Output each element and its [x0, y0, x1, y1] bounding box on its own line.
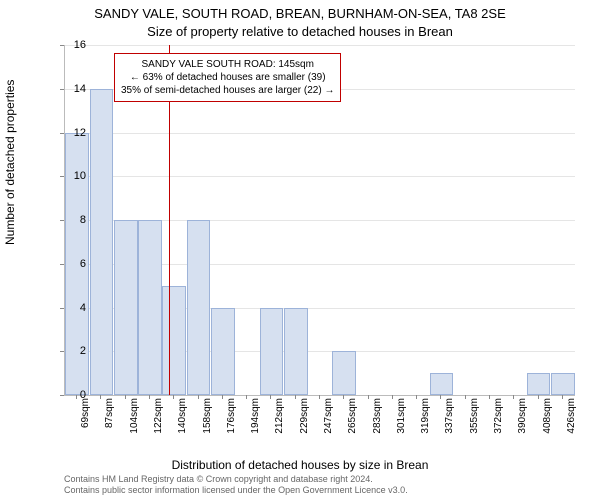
y-tick-mark: [60, 264, 64, 265]
x-tick-mark: [100, 395, 101, 399]
histogram-bar: [527, 373, 551, 395]
annotation-line2: ← 63% of detached houses are smaller (39…: [121, 71, 334, 84]
x-tick-label: 158sqm: [202, 398, 213, 434]
histogram-bar: [332, 351, 356, 395]
x-tick-label: 390sqm: [517, 398, 528, 434]
x-axis-label: Distribution of detached houses by size …: [0, 458, 600, 472]
x-tick-mark: [319, 395, 320, 399]
y-tick-label: 4: [46, 302, 86, 314]
x-tick-label: 337sqm: [444, 398, 455, 434]
x-tick-mark: [562, 395, 563, 399]
x-tick-label: 212sqm: [274, 398, 285, 434]
y-axis-label: Number of detached properties: [3, 80, 17, 245]
x-tick-label: 355sqm: [469, 398, 480, 434]
x-tick-label: 265sqm: [347, 398, 358, 434]
x-tick-mark: [343, 395, 344, 399]
x-tick-mark: [392, 395, 393, 399]
y-tick-mark: [60, 351, 64, 352]
y-tick-mark: [60, 176, 64, 177]
x-tick-mark: [76, 395, 77, 399]
chart-container: SANDY VALE, SOUTH ROAD, BREAN, BURNHAM-O…: [0, 0, 600, 500]
y-tick-label: 8: [46, 214, 86, 226]
histogram-bar: [211, 308, 235, 396]
histogram-bar: [114, 220, 138, 395]
x-tick-mark: [246, 395, 247, 399]
y-tick-label: 12: [46, 127, 86, 139]
footer-line2: Contains public sector information licen…: [64, 485, 408, 496]
histogram-bar: [430, 373, 454, 395]
x-tick-label: 372sqm: [493, 398, 504, 434]
x-tick-mark: [222, 395, 223, 399]
x-tick-mark: [465, 395, 466, 399]
grid-line: [65, 176, 575, 177]
x-tick-mark: [198, 395, 199, 399]
histogram-bar: [90, 89, 114, 395]
y-tick-mark: [60, 220, 64, 221]
y-tick-mark: [60, 395, 64, 396]
y-tick-mark: [60, 308, 64, 309]
x-tick-label: 69sqm: [80, 398, 91, 428]
histogram-bar: [162, 286, 186, 395]
x-tick-label: 229sqm: [299, 398, 310, 434]
footer-attribution: Contains HM Land Registry data © Crown c…: [64, 474, 408, 496]
x-tick-label: 247sqm: [323, 398, 334, 434]
y-tick-label: 16: [46, 39, 86, 51]
x-tick-mark: [270, 395, 271, 399]
x-tick-mark: [513, 395, 514, 399]
x-tick-mark: [125, 395, 126, 399]
histogram-bar: [551, 373, 575, 395]
x-tick-label: 140sqm: [177, 398, 188, 434]
x-tick-mark: [440, 395, 441, 399]
x-tick-label: 87sqm: [104, 398, 115, 428]
x-tick-mark: [368, 395, 369, 399]
annotation-line1: SANDY VALE SOUTH ROAD: 145sqm: [121, 58, 334, 71]
x-tick-mark: [416, 395, 417, 399]
y-tick-mark: [60, 133, 64, 134]
x-tick-label: 122sqm: [153, 398, 164, 434]
histogram-bar: [138, 220, 162, 395]
x-tick-label: 408sqm: [542, 398, 553, 434]
annotation-line3: 35% of semi-detached houses are larger (…: [121, 84, 334, 97]
y-tick-label: 2: [46, 345, 86, 357]
grid-line: [65, 45, 575, 46]
x-tick-label: 319sqm: [420, 398, 431, 434]
x-tick-mark: [489, 395, 490, 399]
x-tick-label: 426sqm: [566, 398, 577, 434]
x-tick-label: 301sqm: [396, 398, 407, 434]
x-tick-mark: [149, 395, 150, 399]
y-tick-label: 6: [46, 258, 86, 270]
y-tick-label: 10: [46, 170, 86, 182]
histogram-bar: [187, 220, 211, 395]
annotation-box: SANDY VALE SOUTH ROAD: 145sqm← 63% of de…: [114, 53, 341, 102]
y-tick-mark: [60, 45, 64, 46]
grid-line: [65, 133, 575, 134]
y-tick-label: 14: [46, 83, 86, 95]
x-tick-label: 283sqm: [372, 398, 383, 434]
x-tick-mark: [173, 395, 174, 399]
x-tick-label: 176sqm: [226, 398, 237, 434]
footer-line1: Contains HM Land Registry data © Crown c…: [64, 474, 408, 485]
chart-title-line1: SANDY VALE, SOUTH ROAD, BREAN, BURNHAM-O…: [0, 6, 600, 21]
histogram-bar: [284, 308, 308, 396]
x-tick-label: 104sqm: [129, 398, 140, 434]
x-tick-mark: [538, 395, 539, 399]
histogram-bar: [260, 308, 284, 396]
chart-title-line2: Size of property relative to detached ho…: [0, 24, 600, 39]
x-tick-label: 194sqm: [250, 398, 261, 434]
y-tick-mark: [60, 89, 64, 90]
x-tick-mark: [295, 395, 296, 399]
